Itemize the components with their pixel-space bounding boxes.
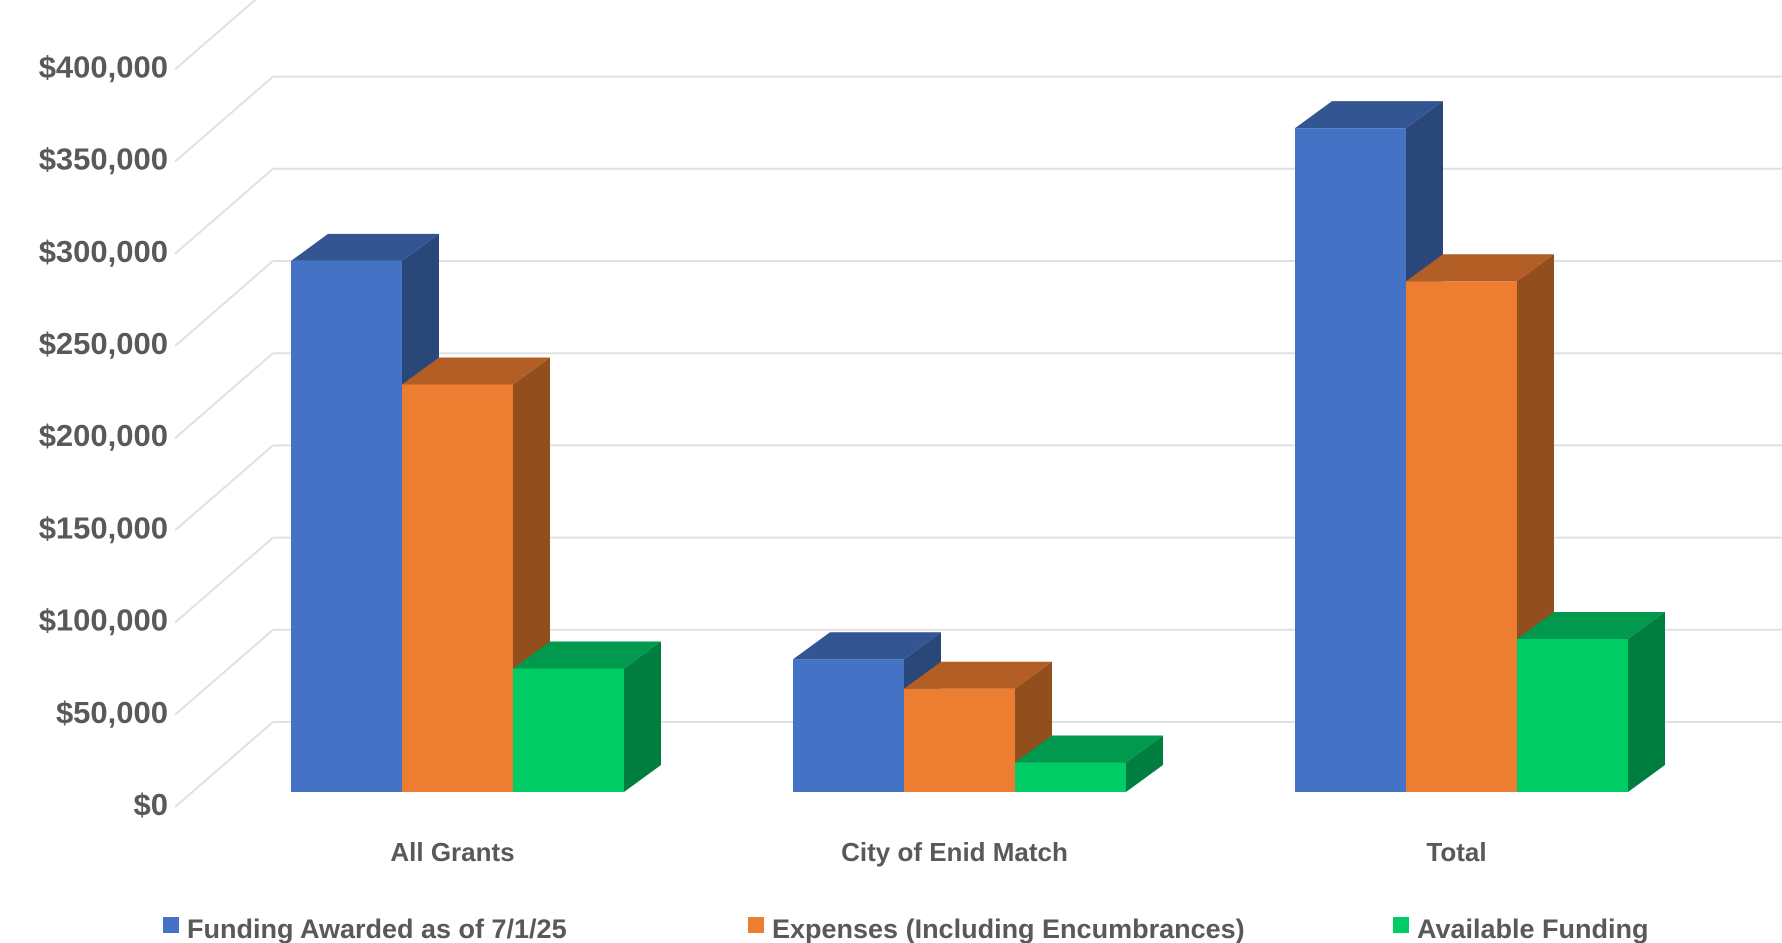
bar-top — [1406, 254, 1554, 282]
bar — [1517, 611, 1665, 792]
bar-front — [1295, 128, 1406, 792]
legend-label: Available Funding — [1417, 914, 1649, 943]
bar-top — [1295, 101, 1443, 129]
legend-label: Funding Awarded as of 7/1/25 — [187, 914, 567, 943]
bar-top — [904, 661, 1052, 689]
bar-front — [904, 688, 1015, 792]
legend-label: Expenses (Including Encumbrances) — [772, 914, 1245, 943]
gridline-diagonal — [174, 629, 274, 716]
bar-side — [624, 641, 661, 792]
y-tick-label: $250,000 — [39, 326, 168, 361]
x-category-label: All Grants — [390, 837, 514, 867]
bar-front — [793, 659, 904, 792]
bar-top — [402, 357, 550, 385]
gridline-diagonal — [174, 352, 274, 439]
gridline-diagonal — [174, 444, 274, 532]
bar-top — [291, 233, 439, 261]
gridline-diagonal — [174, 536, 274, 624]
legend-swatch — [1393, 917, 1409, 933]
gridline-diagonal — [174, 721, 274, 808]
bar-front — [1015, 762, 1126, 792]
gridline-diagonal — [174, 260, 274, 347]
gridline-diagonal — [174, 168, 274, 255]
y-tick-label: $150,000 — [39, 510, 168, 545]
bar-front — [513, 668, 624, 792]
gridline-diagonal — [174, 75, 274, 163]
bars — [291, 101, 1665, 793]
y-tick-label: $0 — [134, 787, 168, 822]
bar-front — [1517, 638, 1628, 792]
y-axis-ticks: $0 $50,000 $100,000 $150,000 $200,000 $250,00… — [39, 49, 168, 822]
legend-item: Expenses (Including Encumbrances) — [748, 914, 1245, 943]
bar-front — [291, 260, 402, 793]
x-category-label: City of Enid Match — [841, 837, 1068, 867]
x-axis-categories: All Grants City of Enid Match Total — [390, 837, 1486, 867]
bar-side — [1126, 735, 1163, 792]
y-tick-label: $50,000 — [56, 695, 168, 730]
bar-front — [1406, 281, 1517, 792]
bar-top — [1015, 735, 1163, 763]
y-tick-label: $400,000 — [39, 49, 168, 84]
y-tick-label: $100,000 — [39, 603, 168, 638]
legend-item: Funding Awarded as of 7/1/25 — [163, 914, 567, 943]
y-tick-label: $200,000 — [39, 418, 168, 453]
bar-top — [513, 641, 661, 669]
bar — [513, 641, 661, 792]
bar-top — [1517, 611, 1665, 639]
legend-item: Available Funding — [1393, 914, 1649, 943]
y-tick-label: $350,000 — [39, 142, 168, 177]
legend-swatch — [748, 917, 764, 933]
gridline-diagonal — [174, 0, 257, 71]
bar-top — [793, 632, 941, 660]
y-tick-label: $300,000 — [39, 234, 168, 269]
bar-front — [402, 384, 513, 792]
x-category-label: Total — [1426, 837, 1486, 867]
bar-side — [1628, 611, 1665, 792]
legend-swatch — [163, 917, 179, 933]
bar — [1015, 735, 1163, 792]
legend: Funding Awarded as of 7/1/25 Expenses (In… — [163, 914, 1649, 943]
